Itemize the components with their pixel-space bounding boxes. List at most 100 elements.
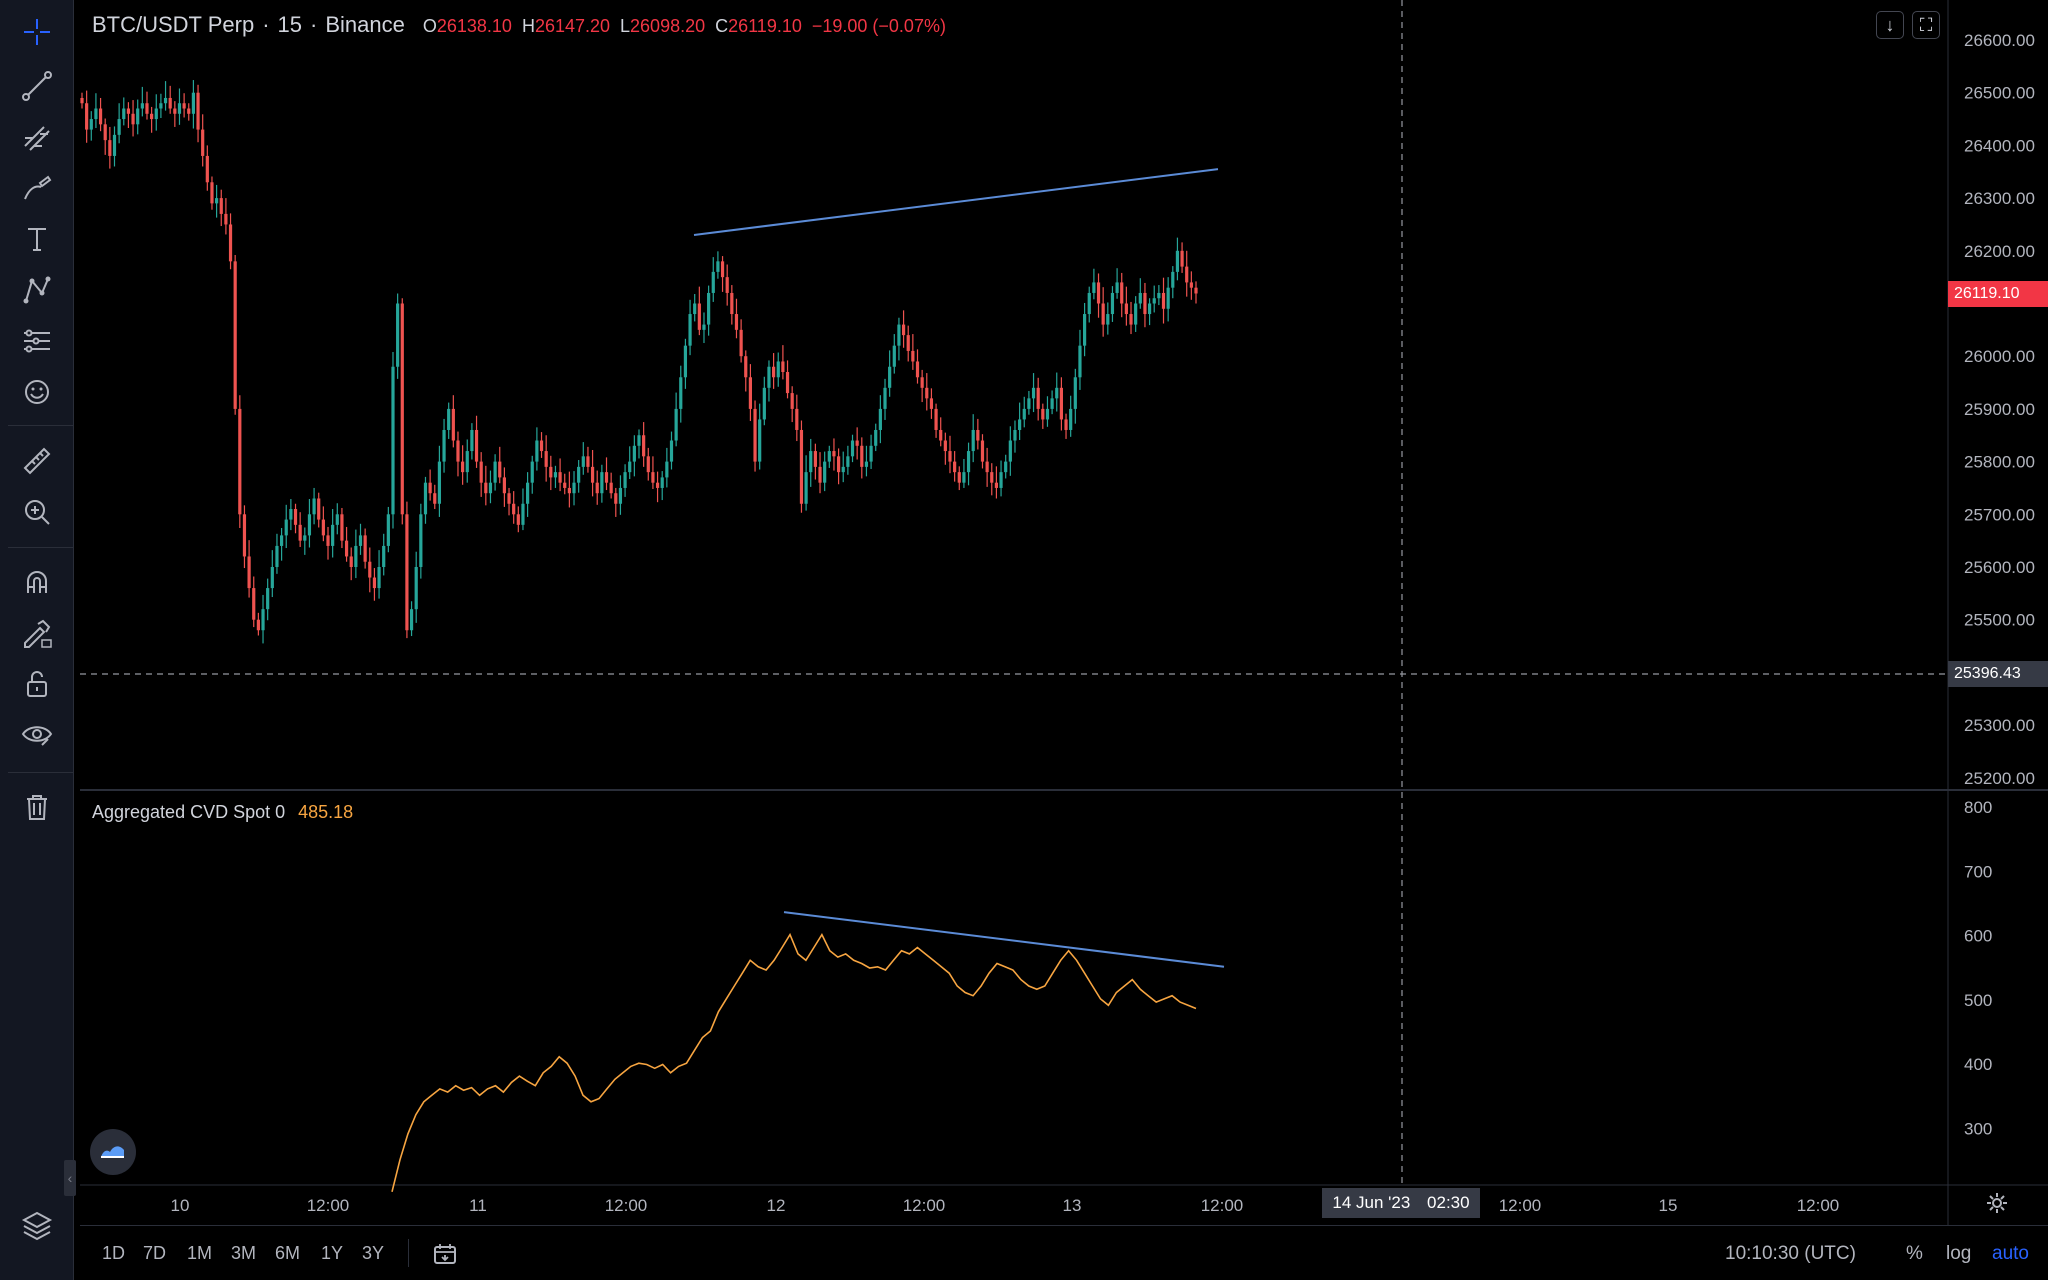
candle-body xyxy=(210,182,214,204)
candle-body xyxy=(1045,408,1050,420)
candle-body xyxy=(911,350,915,362)
candle-body xyxy=(929,398,934,409)
tradingview-logo-icon[interactable] xyxy=(90,1129,136,1175)
crosshair-time: 02:30 xyxy=(1427,1193,1470,1212)
interval-label[interactable]: 15 xyxy=(277,12,302,37)
candle-body xyxy=(108,140,112,156)
time-tick-label: 12:00 xyxy=(1201,1196,1244,1215)
candle-body xyxy=(744,356,748,378)
candle-body xyxy=(526,482,530,504)
candle-body xyxy=(1124,303,1128,315)
high-label: H xyxy=(521,16,535,36)
maximize-icon[interactable]: ⛶ xyxy=(1912,11,1940,39)
download-icon[interactable]: ↓ xyxy=(1876,11,1904,39)
range-1d-button[interactable]: 1D xyxy=(102,1243,126,1263)
chart-canvas[interactable]: 26600.00 26500.00 26400.00 26300.00 26200.00… xyxy=(0,0,2048,1225)
candle-body xyxy=(136,108,140,125)
unlock-icon[interactable] xyxy=(17,664,57,704)
price-tick-label: 25300.00 xyxy=(1964,716,2035,735)
range-7d-button[interactable]: 7D xyxy=(143,1243,167,1263)
lock-drawing-icon[interactable] xyxy=(17,613,57,653)
toolbar-divider xyxy=(8,425,74,426)
brush-tool-icon[interactable] xyxy=(17,168,57,208)
candle-body xyxy=(539,440,544,452)
low-value: 26098.20 xyxy=(630,16,706,36)
candle-body xyxy=(906,335,910,351)
candle-body xyxy=(363,535,367,562)
candle-body xyxy=(753,408,757,462)
layers-icon[interactable] xyxy=(17,1205,57,1245)
price-tick-label: 25900.00 xyxy=(1964,400,2035,419)
collapse-toolbar-button[interactable]: ‹ xyxy=(64,1160,76,1196)
candle-body xyxy=(994,482,999,488)
last-price-label: 26119.10 xyxy=(1948,281,2048,307)
trash-icon[interactable] xyxy=(17,787,57,827)
candle-body xyxy=(1129,314,1133,325)
range-1y-button[interactable]: 1Y xyxy=(321,1243,344,1263)
time-tick-label: 11 xyxy=(469,1196,487,1215)
candle-body xyxy=(804,472,808,504)
pattern-tool-icon[interactable] xyxy=(17,270,57,310)
symbol-name[interactable]: BTC/USDT Perp xyxy=(92,12,255,37)
range-3m-button[interactable]: 3M xyxy=(231,1243,257,1263)
candle-body xyxy=(215,198,219,204)
candle-body xyxy=(391,366,395,515)
candle-body xyxy=(470,429,474,452)
range-6m-button[interactable]: 6M xyxy=(275,1243,301,1263)
log-scale-toggle[interactable]: log xyxy=(1946,1243,1972,1264)
goto-date-icon[interactable] xyxy=(432,1241,458,1272)
eye-icon[interactable] xyxy=(17,715,57,755)
auto-scale-toggle[interactable]: auto xyxy=(1992,1243,2029,1264)
time-tick-label: 12:00 xyxy=(903,1196,946,1215)
candle-body xyxy=(145,103,149,114)
candle-body xyxy=(725,277,729,293)
candle-body xyxy=(590,466,595,483)
candle-body xyxy=(1110,292,1115,315)
range-3y-button[interactable]: 3Y xyxy=(362,1243,385,1263)
candle-body xyxy=(405,514,409,631)
range-1m-button[interactable]: 1M xyxy=(187,1243,213,1263)
candlestick-series xyxy=(80,80,1198,644)
crosshair-tool-icon[interactable] xyxy=(17,12,57,52)
candle-body xyxy=(1180,250,1184,267)
prediction-tool-icon[interactable] xyxy=(17,321,57,361)
symbol-legend[interactable]: BTC/USDT Perp · 15 · Binance O 26138.10 H… xyxy=(92,12,946,38)
candle-body xyxy=(799,429,804,504)
candle-body xyxy=(665,461,669,478)
candle-body xyxy=(238,408,242,515)
candle-body xyxy=(1008,440,1012,462)
candle-body xyxy=(1101,303,1105,325)
settings-gear-icon[interactable] xyxy=(1985,1191,2009,1215)
candle-body xyxy=(419,514,423,567)
candle-body xyxy=(864,461,869,467)
emoji-tool-icon[interactable] xyxy=(17,372,57,412)
candle-body xyxy=(201,129,205,156)
candle-body xyxy=(976,429,980,441)
drawing-toolbar: ‹ xyxy=(0,0,76,1280)
fib-tool-icon[interactable] xyxy=(17,117,57,157)
candle-body xyxy=(1166,287,1170,309)
candle-body xyxy=(456,440,460,462)
candle-body xyxy=(767,366,771,388)
text-tool-icon[interactable] xyxy=(17,219,57,259)
ruler-tool-icon[interactable] xyxy=(17,441,57,481)
indicator-legend[interactable]: Aggregated CVD Spot 0 485.18 xyxy=(92,802,353,823)
candle-body xyxy=(131,113,135,125)
trendline-tool-icon[interactable] xyxy=(17,66,57,106)
utc-clock[interactable]: 10:10:30 (UTC) xyxy=(1725,1243,1856,1264)
cvd-tick-label: 400 xyxy=(1964,1055,1992,1074)
zoom-in-icon[interactable] xyxy=(17,492,57,532)
candle-body xyxy=(1083,314,1087,346)
candle-body xyxy=(781,361,785,373)
candle-body xyxy=(739,329,743,357)
candle-body xyxy=(962,472,966,483)
candle-body xyxy=(813,451,817,467)
candle-body xyxy=(679,377,683,409)
candle-body xyxy=(317,498,321,520)
percent-scale-toggle[interactable]: % xyxy=(1906,1243,1923,1264)
magnet-icon[interactable] xyxy=(17,562,57,602)
candle-body xyxy=(1106,314,1110,325)
indicator-name[interactable]: Aggregated CVD Spot 0 xyxy=(92,802,286,822)
candle-body xyxy=(182,103,186,109)
candle-body xyxy=(939,429,943,441)
